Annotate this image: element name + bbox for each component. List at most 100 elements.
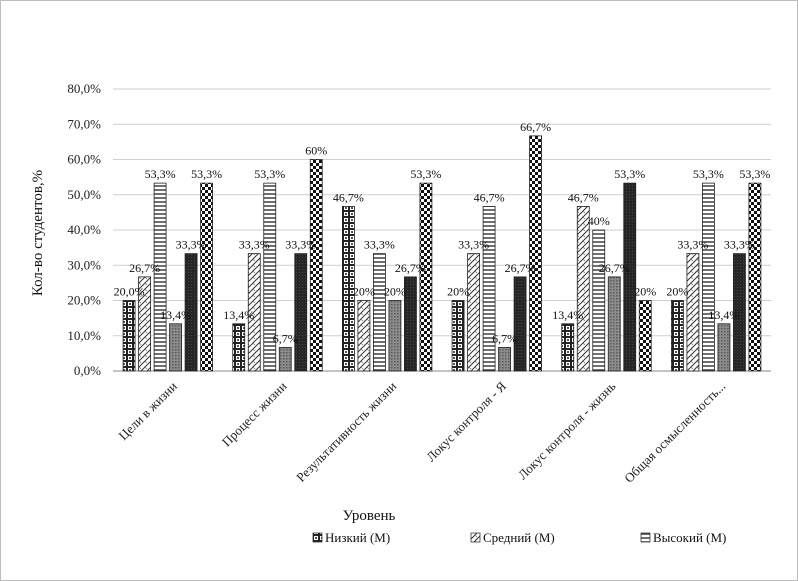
y-tick-label: 0,0% xyxy=(74,363,101,378)
bar xyxy=(342,205,355,372)
data-label: 20% xyxy=(353,285,375,299)
data-label: 20% xyxy=(447,285,469,299)
bar xyxy=(498,346,511,372)
y-tick-label: 80,0% xyxy=(67,81,101,96)
grid-lines xyxy=(113,88,771,372)
category-labels: Цели в жизни Процесс жизни Результативност… xyxy=(115,378,728,485)
data-label: 33,3% xyxy=(724,238,755,252)
category-label: Локус контроля - Я xyxy=(423,378,509,464)
data-label: 53,3% xyxy=(191,167,222,181)
legend-label: Низкий (М) xyxy=(325,530,390,545)
data-label: 60% xyxy=(305,144,327,158)
legend-label: Высокий (М) xyxy=(653,530,726,545)
data-label: 6,7% xyxy=(492,331,517,345)
category-label: Общая осмысленность... xyxy=(621,379,728,486)
bar xyxy=(592,229,606,372)
data-label: 26,7% xyxy=(599,261,630,275)
data-label: 26,7% xyxy=(505,261,536,275)
bar xyxy=(153,182,167,372)
data-label: 13,4% xyxy=(223,308,254,322)
y-axis-ticks: 0,0% 10,0% 20,0% 30,0% 40,0% 50,0% 60,0% 70,0% 8… xyxy=(67,81,101,378)
data-label: 20,0% xyxy=(114,285,145,299)
legend-label: Средний (М) xyxy=(483,530,555,545)
data-label: 46,7% xyxy=(568,190,599,204)
bar xyxy=(122,300,136,372)
data-label: 53,3% xyxy=(254,167,285,181)
bar xyxy=(671,300,684,372)
category-label: Процесс жизни xyxy=(219,378,290,449)
legend-swatch xyxy=(312,532,323,543)
data-label: 6,7% xyxy=(273,331,298,345)
data-label: 53,3% xyxy=(739,167,770,181)
data-label: 46,7% xyxy=(333,190,364,204)
bar xyxy=(232,323,246,372)
data-label: 33,3% xyxy=(458,238,489,252)
bar xyxy=(278,346,292,372)
bar xyxy=(717,323,731,372)
bar xyxy=(404,276,417,372)
data-label: 13,4% xyxy=(160,308,191,322)
bar xyxy=(169,323,182,372)
bar xyxy=(184,253,198,372)
data-label: 33,3% xyxy=(677,238,708,252)
bars xyxy=(122,135,762,372)
category-label: Результативность жизни xyxy=(293,378,399,484)
bar xyxy=(607,276,621,372)
y-tick-label: 30,0% xyxy=(67,257,101,272)
bar xyxy=(529,135,542,372)
legend-swatch xyxy=(470,532,481,543)
data-label: 53,3% xyxy=(410,167,441,181)
y-tick-label: 20,0% xyxy=(67,293,101,308)
data-label: 33,3% xyxy=(285,238,316,252)
bar xyxy=(451,300,465,372)
y-tick-label: 50,0% xyxy=(67,187,101,202)
category-label: Цели в жизни xyxy=(115,378,180,443)
data-label: 33,3% xyxy=(364,238,395,252)
x-axis-title: Уровень xyxy=(343,508,396,524)
data-label: 26,7% xyxy=(395,261,426,275)
bar xyxy=(576,205,590,372)
data-label: 26,7% xyxy=(129,261,160,275)
bar xyxy=(482,205,496,372)
data-label: 40% xyxy=(588,214,610,228)
bar xyxy=(748,182,762,372)
bar xyxy=(638,300,652,372)
bar xyxy=(419,182,433,372)
data-label: 20% xyxy=(634,285,656,299)
y-tick-label: 10,0% xyxy=(67,328,101,343)
category-label: Локус контроля - жизнь xyxy=(515,378,619,482)
legend: Низкий (М) Средний (М) Высокий (М) xyxy=(312,530,726,545)
data-label: 53,3% xyxy=(614,167,645,181)
bar xyxy=(138,276,151,372)
legend-swatch xyxy=(640,532,651,543)
data-label: 13,4% xyxy=(552,308,583,322)
bar xyxy=(702,182,715,372)
bar xyxy=(263,182,277,372)
data-label: 13,4% xyxy=(708,308,739,322)
data-label: 53,3% xyxy=(693,167,724,181)
data-label: 53,3% xyxy=(145,167,176,181)
y-axis-title: Кол-во студентов,% xyxy=(30,170,46,296)
bar xyxy=(467,253,480,372)
bar xyxy=(247,253,261,372)
data-label: 66,7% xyxy=(520,120,551,134)
y-tick-label: 40,0% xyxy=(67,222,101,237)
bar xyxy=(561,323,575,372)
bar xyxy=(373,253,386,372)
data-label: 33,3% xyxy=(239,238,270,252)
bar xyxy=(294,253,308,372)
bar xyxy=(309,159,323,372)
data-label: 46,7% xyxy=(474,190,505,204)
bar xyxy=(623,182,637,372)
y-tick-label: 70,0% xyxy=(67,116,101,131)
data-labels: 20,0% 26,7% 53,3% 13,4% 33,3% 53,3% 13,4% 33,3%… xyxy=(114,120,771,346)
y-tick-label: 60,0% xyxy=(67,152,101,167)
bar xyxy=(357,300,371,372)
bar xyxy=(388,300,402,372)
bar xyxy=(200,182,213,372)
data-label: 33,3% xyxy=(176,238,207,252)
data-label: 20% xyxy=(384,285,406,299)
bar xyxy=(513,276,527,372)
